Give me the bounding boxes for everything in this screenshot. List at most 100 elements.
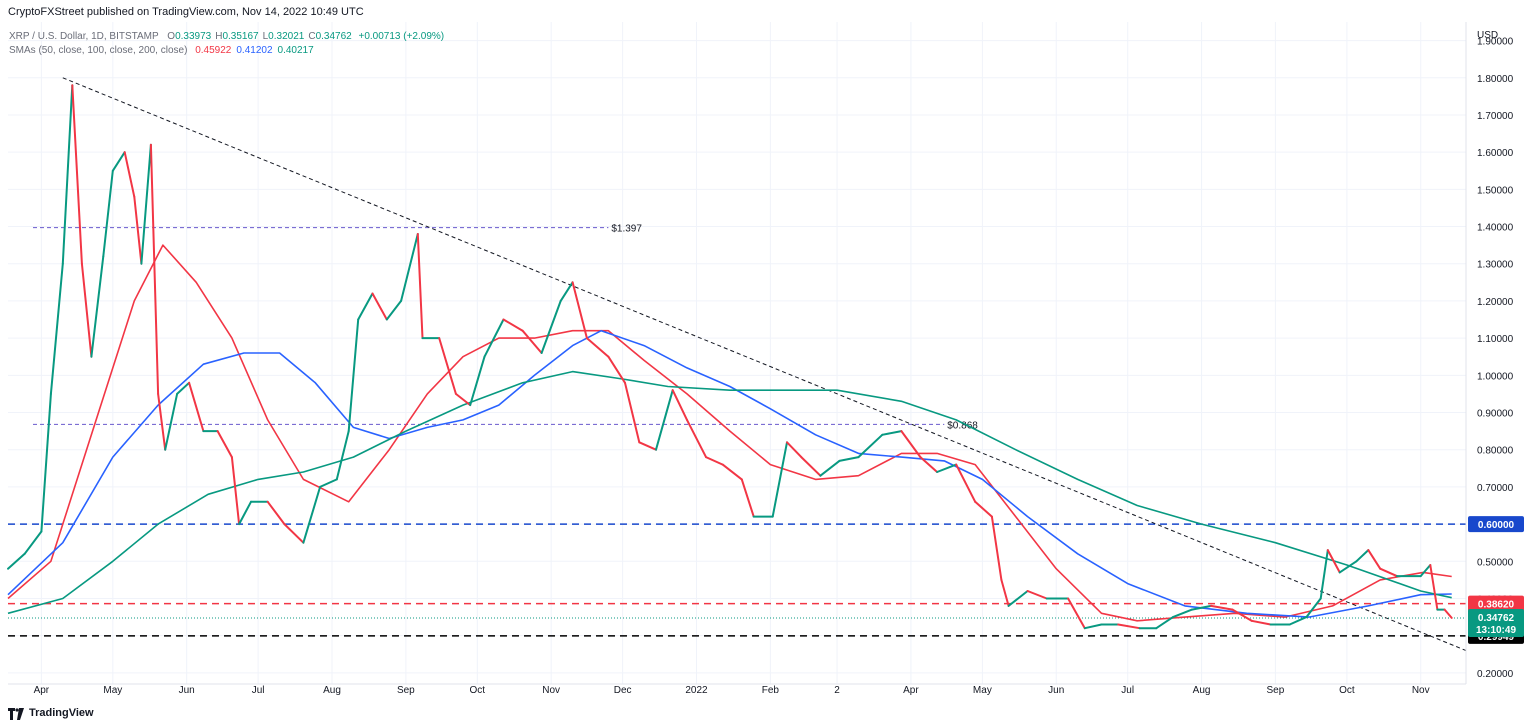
legend-ohlc-value: 0.35167 — [222, 31, 259, 42]
legend-sma-label: SMAs (50, close, 100, close, 200, close) — [9, 45, 187, 56]
price-segment — [671, 389, 688, 421]
price-segment — [216, 430, 233, 459]
time-tick-label: Nov — [542, 685, 560, 696]
price-segment — [1155, 616, 1174, 630]
price-segment — [936, 463, 958, 473]
price-tick-label: 1.40000 — [1477, 223, 1514, 234]
price-segment — [283, 523, 305, 544]
time-tick-label: Jul — [252, 685, 265, 696]
time-tick-label: May — [973, 685, 992, 696]
price-segment — [1326, 549, 1341, 574]
price-segment — [23, 530, 43, 555]
price-segment — [502, 318, 524, 332]
time-tick-label: Jun — [179, 685, 195, 696]
chart-legend: XRP / U.S. Dollar, 1D, BITSTAMP O0.33973… — [9, 31, 444, 56]
price-series — [7, 84, 1453, 630]
time-tick-label: Sep — [397, 685, 415, 696]
level-badge — [1468, 516, 1524, 533]
price-segment — [400, 233, 419, 302]
tradingview-logo-icon — [8, 707, 24, 720]
price-segment — [1379, 567, 1398, 578]
time-tick-label: Jun — [1048, 685, 1064, 696]
price-segment — [1007, 590, 1029, 607]
price-tick-label: 0.90000 — [1477, 409, 1514, 420]
price-segment — [786, 441, 803, 459]
price-segment — [319, 478, 338, 488]
legend-ohlc-key: O — [167, 31, 175, 42]
price-segment — [61, 84, 74, 265]
footer-brand[interactable]: TradingView — [8, 704, 94, 722]
price-segment — [919, 456, 939, 473]
price-segment — [335, 430, 350, 481]
price-segment — [266, 500, 286, 526]
price-segment — [230, 456, 241, 526]
legend-ohlc-value: 0.33973 — [175, 31, 212, 42]
time-tick-label: Apr — [903, 685, 919, 696]
price-tick-label: 1.20000 — [1477, 297, 1514, 308]
price-tick-label: 1.50000 — [1477, 185, 1514, 196]
publisher-line: CryptoFXStreet published on TradingView.… — [8, 6, 364, 18]
annotation-lines: $1.397 $0.868 — [33, 224, 978, 431]
price-segment — [102, 169, 114, 258]
time-tick-label: Oct — [470, 685, 486, 696]
price-segment — [990, 515, 1003, 581]
price-segment — [800, 456, 822, 477]
price-tick-label: 1.70000 — [1477, 111, 1514, 122]
price-tick-label: 1.30000 — [1477, 260, 1514, 271]
price-tick-label: 0.70000 — [1477, 483, 1514, 494]
price-segment — [133, 195, 143, 265]
price-segment — [140, 143, 152, 265]
price-axis[interactable]: USD0.200000.300000.400000.500000.600000.… — [1465, 22, 1514, 684]
price-segment — [521, 329, 543, 354]
level-badge-label: 0.60000 — [1478, 520, 1515, 531]
price-segment — [1067, 597, 1086, 630]
price-segment — [771, 441, 788, 518]
svg-text:SMAs (50, close, 100, close, 2: SMAs (50, close, 100, close, 200, close)… — [9, 45, 314, 56]
sma-line — [7, 244, 1452, 622]
price-segment — [385, 299, 403, 321]
legend-sma-value: 0.41202 — [236, 45, 273, 56]
price-segment — [416, 233, 424, 340]
price-segment — [123, 151, 136, 198]
descending-trendline — [62, 77, 1467, 651]
price-segment — [1367, 549, 1382, 570]
price-segment — [1443, 608, 1453, 619]
price-segment — [1117, 623, 1141, 630]
price-segment — [638, 441, 657, 451]
price-segment — [624, 381, 641, 444]
time-tick-label: Oct — [1339, 685, 1355, 696]
price-segment — [740, 478, 755, 518]
price-segment — [1429, 564, 1439, 611]
publisher-header: CryptoFXStreet published on TradingView.… — [0, 0, 1536, 22]
legend-ohlc-value: 0.32021 — [268, 31, 305, 42]
last-price-badge — [1468, 608, 1524, 637]
level-badge-label: 0.38620 — [1478, 600, 1515, 611]
price-segment — [111, 151, 126, 172]
price-segment — [1305, 597, 1322, 619]
price-segment — [164, 392, 179, 451]
price-segment — [469, 355, 486, 407]
time-tick-label: Jul — [1121, 685, 1134, 696]
price-tick-label: 1.10000 — [1477, 334, 1514, 345]
time-axis[interactable]: Apr May Jun Jul Aug Sep Oct Nov Dec 2022 Feb 2 Apr Ma… — [8, 683, 1466, 696]
price-segment — [1191, 604, 1213, 611]
price-segment — [188, 381, 205, 433]
time-tick-label: Dec — [614, 685, 632, 696]
price-segment — [347, 318, 360, 433]
price-segment — [607, 355, 626, 384]
sma-line — [7, 329, 1452, 618]
time-tick-label: Aug — [1193, 685, 1211, 696]
legend-sma-value: 0.45922 — [195, 45, 232, 56]
price-segment — [483, 318, 505, 358]
price-segment — [90, 255, 105, 358]
price-segment — [176, 381, 191, 395]
price-segment — [71, 84, 83, 265]
legend-ohlc-key: C — [308, 31, 315, 42]
legend-change: +0.00713 (+2.09%) — [359, 31, 445, 42]
price-annotation-label: $1.397 — [611, 224, 642, 235]
price-tick-label: 0.80000 — [1477, 446, 1514, 457]
price-segment — [238, 500, 252, 526]
price-segment — [881, 430, 903, 436]
trendline[interactable] — [62, 77, 1467, 651]
